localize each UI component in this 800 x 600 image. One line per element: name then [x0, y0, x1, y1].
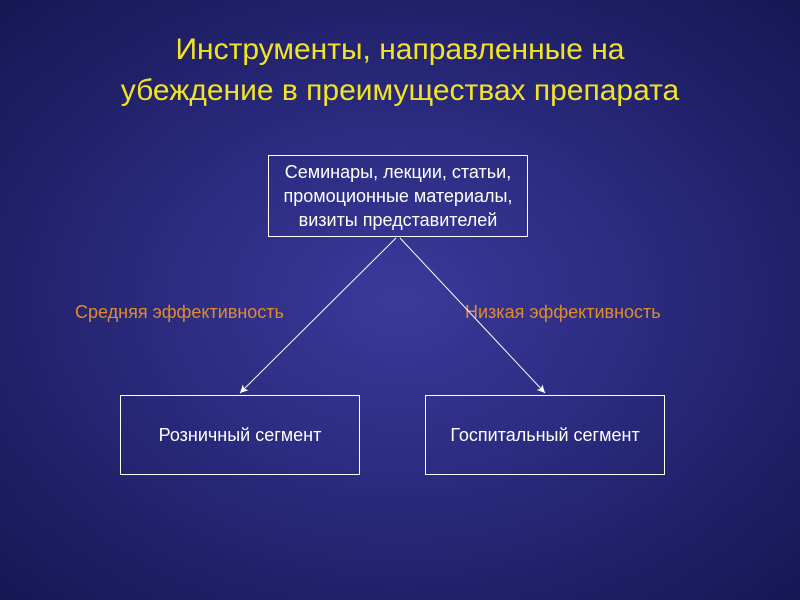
node-top: Семинары, лекции, статьи, промоционные м… [268, 155, 528, 237]
edge-label-right: Низкая эффективность [465, 302, 661, 323]
slide: Инструменты, направленные на убеждение в… [0, 0, 800, 600]
node-left: Розничный сегмент [120, 395, 360, 475]
slide-title: Инструменты, направленные на убеждение в… [0, 30, 800, 111]
edge-label-left: Средняя эффективность [75, 302, 284, 323]
node-right: Госпитальный сегмент [425, 395, 665, 475]
